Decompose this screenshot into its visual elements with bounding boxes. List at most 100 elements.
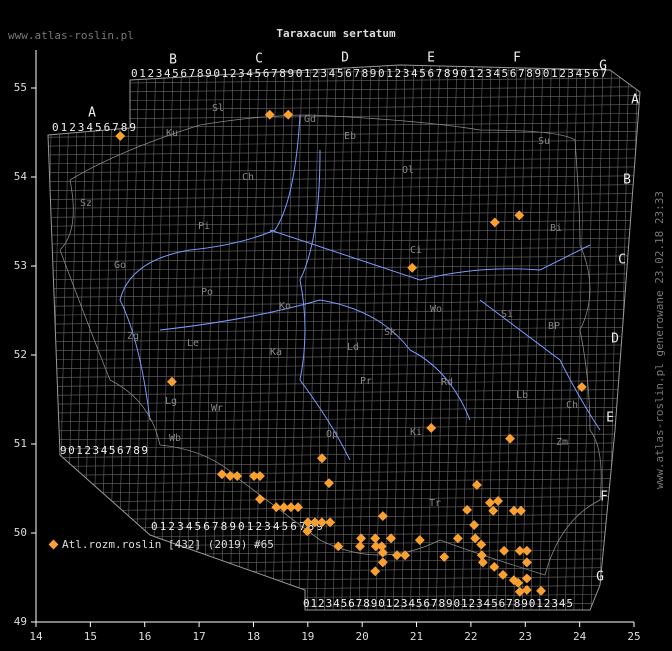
occurrence-point [470,533,481,544]
occurrence-point [489,217,500,228]
grid-line-v [246,65,260,610]
region-label: Sk [384,327,396,338]
occurrence-point [324,478,334,489]
grid-line-v [590,65,604,610]
grid-line-v [599,65,612,610]
occurrence-point [370,533,381,544]
grid-line-h [48,202,640,209]
legend-text: Atl.rozm.roslin [432] (2019) #65 [62,538,274,551]
grid-letter: G [596,570,604,585]
grid-line-h [48,567,640,574]
grid-line-v [556,65,569,610]
grid-letter: D [341,51,349,66]
x-tick-label: 24 [573,630,587,643]
region-label: Go [114,260,126,271]
grid-line-h [48,513,640,521]
grid-line-v [582,65,595,610]
grid-line-v [134,65,148,610]
y-tick-label: 52 [14,348,27,361]
grid-line-v [177,65,191,610]
grid-line-h [48,575,640,583]
grid-line-h [48,255,640,263]
grid-line-h [48,122,640,129]
occurrence-point [513,577,524,588]
x-tick-label: 16 [138,630,151,643]
grid-line-v [513,65,526,610]
grid-line-v [564,65,578,610]
occurrence-point [499,545,510,556]
grid-line-h [48,166,640,174]
occurrence-point [271,502,282,513]
grid-line-h [48,317,640,325]
rivers [119,114,601,461]
grid-letter: F [600,490,608,505]
grid-line-v [220,65,234,610]
occurrence-point [498,569,508,580]
grid-line-h [48,478,640,485]
x-tick-label: 14 [29,630,43,643]
region-label: Sz [80,198,92,209]
region-label: Rd [441,377,453,388]
occurrence-point [216,469,227,480]
region-label: Bi [550,223,562,234]
occurrence-point [521,573,532,584]
occurrence-point [166,376,177,387]
grid-line-h [48,211,640,218]
region-label: Zm [556,437,568,448]
borders [59,114,602,576]
grid-line-v [229,65,243,610]
x-tick-label: 20 [356,630,369,643]
region-label: Ch [242,172,254,183]
grid-line-h [48,469,640,476]
region-label: Le [187,338,199,349]
grid-line-v [384,65,397,610]
grid-line-h [48,344,640,352]
grid-line-v [152,65,165,610]
x-tick-label: 18 [247,630,260,643]
grid-line-h [48,139,640,147]
occurrence-point [286,502,296,513]
grid-line-v [435,65,449,610]
occurrence-point [309,517,320,528]
grid-line-h [48,184,640,191]
grid-line-h [48,326,640,334]
grid-line-v [521,65,535,610]
occurrence-point [356,533,367,544]
region-label: Ld [347,342,359,353]
grid-line-v [212,65,225,610]
grid-line-v [32,60,44,615]
grid-letter: F [513,51,521,66]
region-label: Gd [304,114,316,125]
x-tick-label: 17 [192,630,205,643]
grid-line-h [48,415,640,423]
grid-line-h [48,246,640,254]
occurrence-point [255,471,265,481]
grid-letter: E [606,411,614,426]
grid-line-v [169,65,182,610]
grid [32,60,640,615]
grid-line-v [341,65,354,610]
grid-line-v [186,65,200,610]
side-text: www.atlas-roslin.pl generowane 23.02.18 … [653,191,666,489]
grid-line-h [48,273,640,280]
region-label: Wr [211,403,223,414]
grid-line-h [48,335,640,343]
grid-line-h [48,77,640,85]
occurrence-point [225,471,236,481]
grid-line-v [349,65,363,610]
grid-line-h [48,219,640,227]
grid-line-h [48,291,640,298]
grid-line-h [48,193,640,200]
occurrence-point [115,131,126,142]
occurrence-point [488,505,499,516]
occurrence-point [255,494,265,505]
occurrence-point [302,526,313,537]
grid-line-v [418,65,432,610]
occurrence-point [521,585,532,595]
y-tick-label: 50 [14,526,27,539]
region-label: Ci [410,245,422,256]
grid-line-v [547,65,561,610]
grid-digits: 012345678901234567890123456789012345 [303,597,573,610]
grid-digits: 0123456789 [52,121,136,134]
